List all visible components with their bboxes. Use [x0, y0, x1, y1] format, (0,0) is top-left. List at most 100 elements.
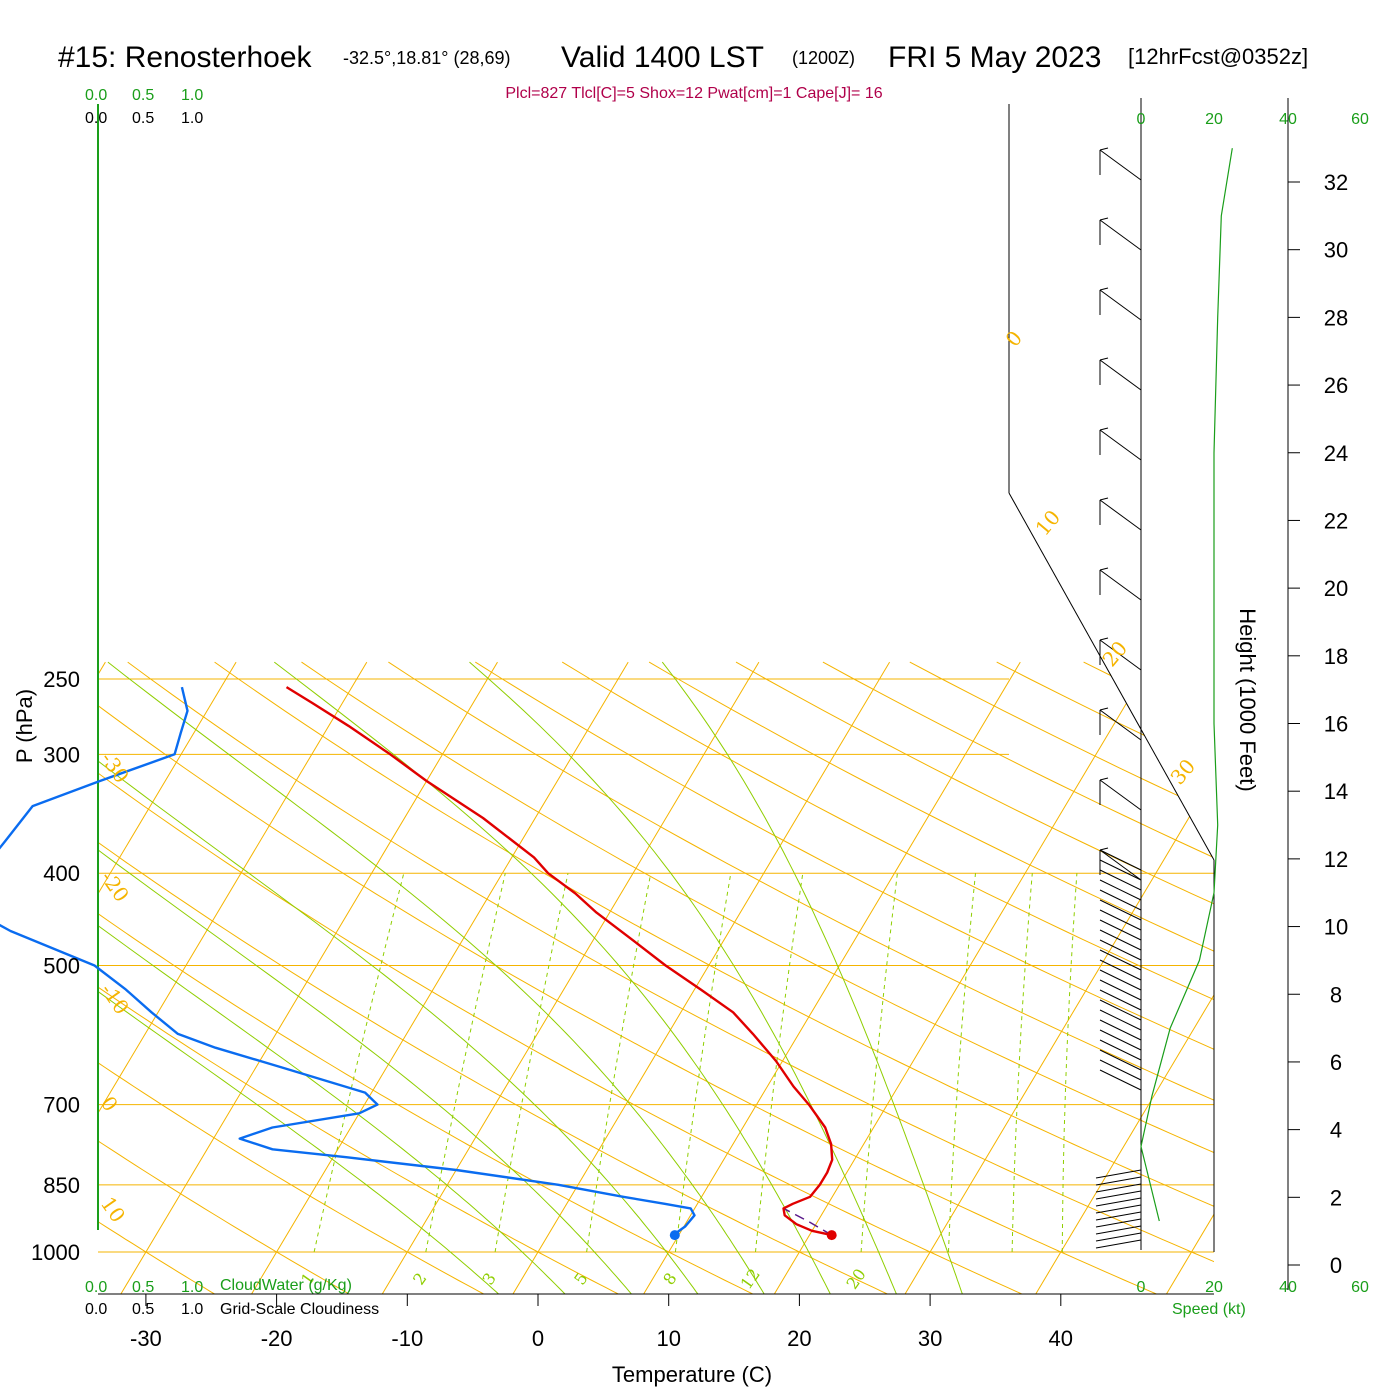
- moist-adiabat-line: [661, 661, 966, 1294]
- wind-barb-flag: [1099, 777, 1109, 781]
- scale-label: 0.0: [85, 1301, 107, 1318]
- x-tick-label: 10: [656, 1326, 680, 1351]
- height-tick-label: 0: [1330, 1253, 1342, 1278]
- isotherm-label: 0: [96, 1092, 123, 1116]
- isotherm-line: [246, 661, 629, 1294]
- moist-adiabat-line: [98, 661, 574, 1294]
- p-tick-label: 500: [43, 954, 80, 979]
- wind-barb: [1099, 359, 1142, 391]
- height-tick-label: 14: [1324, 779, 1348, 804]
- isobar-lines: [98, 678, 1214, 1253]
- wind-barb: [1099, 979, 1142, 1001]
- p-tick-label: 850: [43, 1173, 80, 1198]
- x-tick-label: -30: [130, 1326, 162, 1351]
- dry-adiabat-line: [1344, 662, 1400, 1302]
- wind-barb-flag: [1099, 637, 1109, 641]
- wind-barb: [1095, 1211, 1142, 1221]
- wind-barb: [1099, 1019, 1142, 1041]
- scale-label: 0.5: [132, 1279, 154, 1296]
- plot-frame: [97, 104, 1215, 1295]
- mixing-ratio-line: [425, 873, 506, 1253]
- mixing-ratio-line: [586, 873, 652, 1253]
- wind-barb: [1095, 1190, 1142, 1200]
- wind-barb: [1099, 949, 1142, 971]
- utc-time: (1200Z): [792, 48, 855, 68]
- dry-adiabat-line: [301, 661, 1214, 1294]
- height-tick-label: 30: [1324, 238, 1348, 263]
- height-tick-label: 20: [1324, 576, 1348, 601]
- top-cloudwater-scale: 0.0 0.5 1.0: [85, 87, 203, 104]
- scale-label: 0.0: [85, 110, 107, 127]
- mixing-ratio-line: [948, 873, 976, 1253]
- wind-barb: [1099, 849, 1142, 871]
- dry-adiabat-line: [98, 661, 906, 1294]
- temperature-profile-line: [285, 686, 834, 1237]
- wind-barb: [1099, 499, 1142, 531]
- dry-adiabat-line: [475, 661, 1214, 1294]
- surface-dewpoint-marker: [669, 1230, 680, 1241]
- dry-adiabat-line: [98, 661, 365, 1294]
- x-tick-label: -20: [261, 1326, 293, 1351]
- dry-adiabat-line: [98, 661, 500, 1294]
- wind-barb: [1099, 849, 1142, 881]
- station-title: #15: Renosterhoek: [58, 41, 313, 74]
- mixing-ratio-line: [1011, 873, 1033, 1253]
- dry-adiabat-line: [98, 661, 1177, 1294]
- height-tick-label: 26: [1324, 373, 1348, 398]
- wind-barb-flag: [1099, 217, 1109, 221]
- scale-label: 0.0: [85, 1279, 107, 1296]
- speed-scale-top: 0 20 40 60: [1137, 111, 1369, 128]
- wind-barb-flag: [1099, 847, 1109, 851]
- wind-barb: [1099, 899, 1142, 921]
- pressure-axis-ticks: 250 300 400 500 700 850 1000: [31, 667, 80, 1265]
- isotherm-line: [899, 661, 1214, 1294]
- dry-adiabat-line: [1170, 661, 1214, 1294]
- dry-adiabat-line: [561, 661, 1214, 1294]
- dry-adiabat-line: [98, 661, 230, 1294]
- dewpoint-profile-line: [0, 686, 696, 1236]
- dry-adiabat-line: [98, 661, 636, 1294]
- dry-adiabat-line: [822, 661, 1214, 1294]
- height-tick-label: 8: [1330, 982, 1342, 1007]
- height-tick-label: 4: [1330, 1118, 1342, 1143]
- speed-axis-label: Speed (kt): [1172, 1301, 1246, 1318]
- wind-barb: [1099, 289, 1142, 321]
- station-coords: -32.5°,18.81° (28,69): [343, 48, 511, 68]
- height-tick-label: 24: [1324, 441, 1348, 466]
- cloudiness-label: Grid-Scale Cloudiness: [220, 1301, 379, 1318]
- scale-label: 1.0: [181, 110, 203, 127]
- wind-barb: [1099, 1049, 1142, 1071]
- wind-barbs: [1095, 147, 1142, 1249]
- wind-barb: [1099, 929, 1142, 951]
- mixing-ratio-label: 2: [409, 1269, 430, 1288]
- isotherm-label: 0: [1000, 326, 1027, 351]
- isotherm-line: [638, 661, 1021, 1294]
- wind-barb: [1099, 919, 1142, 941]
- speed-tick: 0: [1137, 111, 1146, 128]
- x-tick-label: 0: [532, 1326, 544, 1351]
- wind-barb: [1095, 1169, 1142, 1179]
- isotherm-label: 30: [1165, 754, 1200, 789]
- moist-adiabat-line: [98, 661, 705, 1294]
- height-tick-label: 16: [1324, 712, 1348, 737]
- wind-barb: [1099, 1009, 1142, 1031]
- wind-barb: [1099, 859, 1142, 881]
- frame-diagonal-edge: [1008, 492, 1215, 861]
- mixing-ratio-label: 3: [478, 1269, 499, 1288]
- wind-barb-flag: [1099, 567, 1109, 571]
- mixing-ratio-label: 20: [842, 1265, 869, 1293]
- valid-time: Valid 1400 LST: [561, 41, 764, 74]
- isotherm-lines: [98, 661, 1214, 1294]
- temperature-axis-ticks: -30 -20 -10 0 10 20 30 40: [130, 1294, 1073, 1351]
- moist-adiabat-line: [273, 661, 836, 1294]
- dry-adiabat-line: [98, 661, 1042, 1294]
- height-tick-label: 22: [1324, 508, 1348, 533]
- scale-label: 0.0: [85, 87, 107, 104]
- dry-adiabat-line: [648, 661, 1214, 1294]
- wind-barb: [1099, 1039, 1142, 1061]
- height-tick-label: 32: [1324, 170, 1348, 195]
